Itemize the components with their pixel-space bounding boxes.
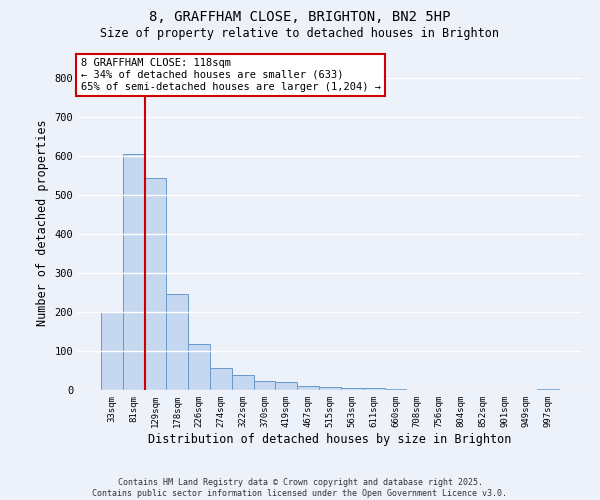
Text: 8, GRAFFHAM CLOSE, BRIGHTON, BN2 5HP: 8, GRAFFHAM CLOSE, BRIGHTON, BN2 5HP bbox=[149, 10, 451, 24]
Bar bbox=[145, 178, 166, 390]
Text: 8 GRAFFHAM CLOSE: 118sqm
← 34% of detached houses are smaller (633)
65% of semi-: 8 GRAFFHAM CLOSE: 118sqm ← 34% of detach… bbox=[80, 58, 380, 92]
Bar bbox=[319, 388, 341, 390]
Bar bbox=[123, 154, 145, 390]
Text: Contains HM Land Registry data © Crown copyright and database right 2025.
Contai: Contains HM Land Registry data © Crown c… bbox=[92, 478, 508, 498]
Bar bbox=[210, 368, 232, 390]
Text: Size of property relative to detached houses in Brighton: Size of property relative to detached ho… bbox=[101, 28, 499, 40]
Bar bbox=[254, 380, 275, 390]
Bar bbox=[101, 312, 123, 390]
Bar bbox=[363, 388, 385, 390]
Bar bbox=[275, 382, 297, 390]
Bar bbox=[385, 389, 406, 390]
Bar bbox=[537, 389, 559, 390]
Bar bbox=[166, 294, 188, 390]
Bar bbox=[341, 388, 363, 390]
X-axis label: Distribution of detached houses by size in Brighton: Distribution of detached houses by size … bbox=[148, 432, 512, 446]
Bar bbox=[297, 386, 319, 390]
Y-axis label: Number of detached properties: Number of detached properties bbox=[36, 119, 49, 326]
Bar bbox=[232, 375, 254, 390]
Bar bbox=[188, 344, 210, 390]
